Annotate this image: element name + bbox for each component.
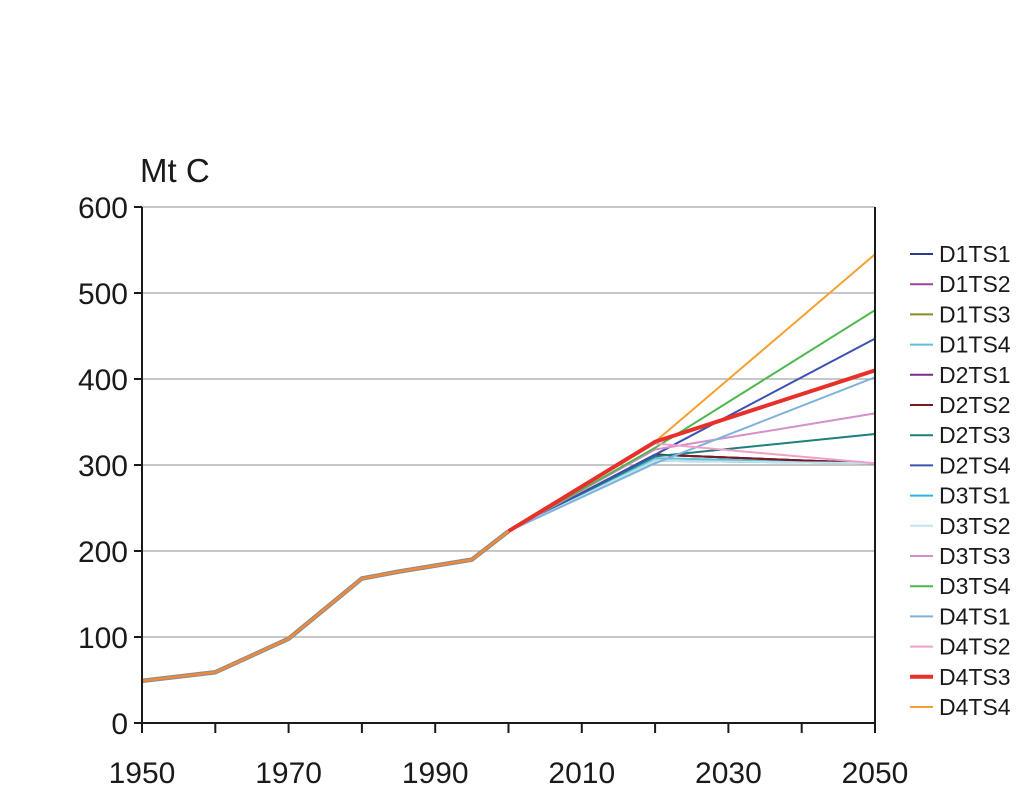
y-tick-label-300: 300 bbox=[78, 450, 128, 483]
legend-item-d2ts1: D2TS1 bbox=[910, 362, 1011, 388]
legend-label-d1ts3: D1TS3 bbox=[939, 301, 1011, 327]
legend-item-d4ts4: D4TS4 bbox=[910, 694, 1011, 720]
history-line bbox=[141, 530, 510, 683]
axes bbox=[134, 206, 876, 733]
legend-label-d3ts3: D3TS3 bbox=[939, 543, 1011, 569]
series-line-d4ts3 bbox=[507, 368, 876, 533]
x-tick-label-2050: 2050 bbox=[842, 757, 909, 789]
legend-item-d2ts4: D2TS4 bbox=[910, 452, 1011, 478]
legend-label-d4ts2: D4TS2 bbox=[939, 634, 1011, 660]
y-tick-label-200: 200 bbox=[78, 536, 128, 569]
legend-item-d3ts1: D3TS1 bbox=[910, 483, 1011, 509]
legend-label-d2ts2: D2TS2 bbox=[939, 392, 1011, 418]
y-tick-label-500: 500 bbox=[78, 278, 128, 311]
legend-label-d3ts4: D3TS4 bbox=[939, 573, 1011, 599]
legend-item-d2ts3: D2TS3 bbox=[910, 422, 1011, 448]
legend-label-d3ts1: D3TS1 bbox=[939, 483, 1011, 509]
legend-label-d1ts2: D1TS2 bbox=[939, 271, 1011, 297]
legend-item-d4ts3: D4TS3 bbox=[910, 664, 1011, 690]
legend-label-d4ts3: D4TS3 bbox=[939, 664, 1011, 690]
legend-item-d3ts2: D3TS2 bbox=[910, 513, 1011, 539]
legend-item-d4ts1: D4TS1 bbox=[910, 603, 1011, 629]
series-line-d4ts1 bbox=[508, 376, 876, 533]
history-line-shadow bbox=[141, 529, 510, 684]
legend-item-d2ts2: D2TS2 bbox=[910, 392, 1011, 418]
series-line-d2ts2 bbox=[508, 453, 876, 533]
legend-label-d4ts4: D4TS4 bbox=[939, 694, 1011, 720]
legend-label-d2ts4: D2TS4 bbox=[939, 452, 1011, 478]
legend-item-d1ts3: D1TS3 bbox=[910, 301, 1011, 327]
y-tick-label-0: 0 bbox=[111, 708, 128, 741]
series-line-d1ts4 bbox=[508, 457, 876, 533]
legend-item-d4ts2: D4TS2 bbox=[910, 634, 1011, 660]
legend-item-d1ts2: D1TS2 bbox=[910, 271, 1011, 297]
series-line-d1ts2 bbox=[508, 453, 876, 533]
legend-label-d2ts3: D2TS3 bbox=[939, 422, 1011, 448]
legend-label-d1ts4: D1TS4 bbox=[939, 332, 1011, 358]
series-line-d2ts4 bbox=[508, 337, 876, 533]
legend-item-d1ts1: D1TS1 bbox=[910, 241, 1011, 267]
x-tick-label-1990: 1990 bbox=[402, 757, 469, 789]
legend-label-d4ts1: D4TS1 bbox=[939, 603, 1011, 629]
series-lines bbox=[141, 253, 876, 684]
legend-item-d1ts4: D1TS4 bbox=[910, 332, 1011, 358]
tick-labels: 0 100 200 300 400 500 600 1950 1970 1990 2010 2030 2… bbox=[78, 192, 909, 790]
gridlines bbox=[142, 206, 875, 638]
series-line-d4ts4 bbox=[507, 253, 876, 533]
series-line-d2ts1 bbox=[508, 453, 876, 533]
x-tick-label-1970: 1970 bbox=[255, 757, 322, 789]
legend-label-d1ts1: D1TS1 bbox=[939, 241, 1011, 267]
y-tick-label-600: 600 bbox=[78, 192, 128, 225]
y-tick-label-400: 400 bbox=[78, 364, 128, 397]
y-axis-label: Mt C bbox=[140, 152, 210, 189]
legend-label-d2ts1: D2TS1 bbox=[939, 362, 1011, 388]
x-tick-label-2030: 2030 bbox=[695, 757, 762, 789]
legend-item-d3ts4: D3TS4 bbox=[910, 573, 1011, 599]
y-tick-label-100: 100 bbox=[78, 622, 128, 655]
series-line-d1ts1 bbox=[508, 453, 876, 533]
legend-item-d3ts3: D3TS3 bbox=[910, 543, 1011, 569]
legend: D1TS1 D1TS2 D1TS3 D1TS4 D2TS1 D2TS2 D2TS3 D2TS4… bbox=[910, 241, 1011, 720]
x-tick-label-2010: 2010 bbox=[548, 757, 615, 789]
legend-label-d3ts2: D3TS2 bbox=[939, 513, 1011, 539]
x-tick-label-1950: 1950 bbox=[109, 757, 176, 789]
